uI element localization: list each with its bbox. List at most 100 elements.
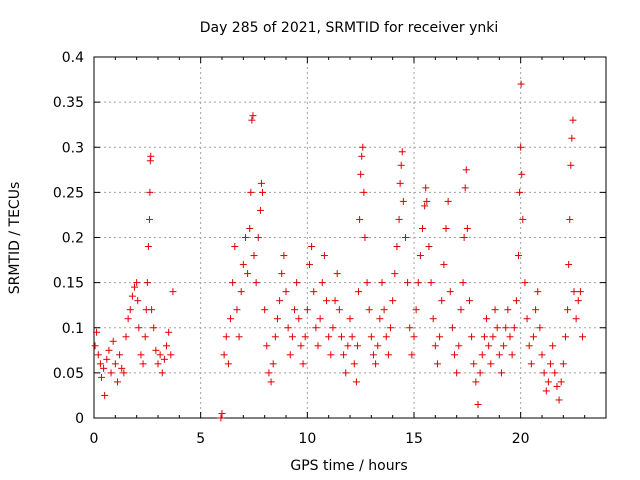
- data-point: [310, 288, 318, 296]
- y-tick-labels: 0 0.05 0.1 0.15 0.2 0.25 0.3 0.35 0.4: [53, 50, 84, 427]
- y-tick-label: 0.2: [62, 231, 84, 247]
- data-point: [500, 342, 508, 350]
- data-point: [241, 234, 249, 241]
- data-point: [134, 297, 142, 305]
- data-point: [314, 342, 322, 350]
- data-point: [516, 188, 524, 196]
- data-point: [536, 324, 544, 332]
- data-point: [299, 360, 307, 368]
- y-tick-label: 0.05: [53, 366, 84, 382]
- data-point: [250, 252, 258, 260]
- data-point: [128, 292, 136, 300]
- data-point: [327, 351, 335, 359]
- data-point: [444, 197, 452, 205]
- data-point: [254, 234, 262, 241]
- data-point: [160, 355, 168, 363]
- data-point: [401, 234, 409, 241]
- data-point: [113, 378, 121, 386]
- data-point: [565, 261, 573, 269]
- data-point: [342, 369, 350, 377]
- data-point: [398, 148, 406, 156]
- data-point: [517, 80, 525, 88]
- data-point: [312, 324, 320, 332]
- data-point: [459, 279, 467, 287]
- y-tick-label: 0.25: [53, 185, 84, 201]
- data-point: [384, 351, 392, 359]
- data-point: [261, 306, 269, 314]
- data-point: [100, 364, 108, 372]
- data-point: [549, 342, 557, 350]
- data-point: [517, 143, 525, 151]
- data-point: [133, 279, 141, 287]
- data-point: [491, 306, 499, 314]
- data-point: [564, 306, 572, 314]
- data-point: [340, 351, 348, 359]
- data-point: [527, 360, 535, 368]
- data-point: [248, 116, 256, 124]
- data-point: [399, 197, 407, 205]
- data-point: [231, 243, 239, 251]
- data-point: [414, 279, 422, 287]
- data-point: [301, 333, 309, 341]
- data-point: [538, 351, 546, 359]
- data-point: [124, 315, 132, 323]
- data-point: [512, 297, 520, 305]
- data-point: [365, 306, 373, 314]
- data-point: [141, 333, 149, 341]
- data-point: [144, 243, 152, 251]
- y-tick-label: 0.4: [62, 50, 84, 66]
- data-point: [572, 315, 580, 323]
- data-point: [167, 351, 175, 359]
- x-tick-label: 15: [405, 431, 423, 447]
- data-point: [408, 351, 416, 359]
- data-point: [352, 378, 360, 386]
- chart-title: Day 285 of 2021, SRMTID for receiver ynk…: [200, 20, 499, 36]
- y-axis-label: SRMTID / TECUs: [7, 182, 23, 295]
- data-point: [331, 297, 339, 305]
- data-point: [101, 391, 109, 399]
- data-point: [416, 252, 424, 260]
- data-point: [355, 288, 363, 296]
- data-point: [118, 364, 126, 372]
- data-point: [544, 378, 552, 386]
- data-point: [532, 306, 540, 314]
- data-point: [320, 252, 328, 260]
- data-point: [263, 342, 271, 350]
- data-point: [288, 333, 296, 341]
- data-points: [91, 80, 587, 422]
- data-point: [353, 342, 361, 350]
- data-point: [94, 351, 102, 359]
- data-point: [568, 134, 576, 142]
- data-point: [147, 152, 155, 160]
- data-point: [497, 369, 505, 377]
- data-point: [333, 270, 341, 278]
- data-point: [455, 342, 463, 350]
- data-point: [427, 279, 435, 287]
- data-point: [246, 224, 254, 232]
- data-point: [489, 333, 497, 341]
- data-point: [515, 252, 523, 260]
- data-point: [252, 279, 260, 287]
- data-point: [97, 373, 105, 381]
- data-point: [158, 369, 166, 377]
- data-point: [229, 279, 237, 287]
- data-point: [566, 215, 574, 223]
- data-point: [105, 346, 113, 354]
- data-point: [165, 328, 173, 336]
- data-point: [295, 315, 303, 323]
- data-point: [478, 351, 486, 359]
- y-tick-label: 0.35: [53, 95, 84, 111]
- data-point: [150, 324, 158, 332]
- data-point: [463, 224, 471, 232]
- data-point: [356, 215, 364, 223]
- data-point: [485, 342, 493, 350]
- data-point: [323, 297, 331, 305]
- data-point: [438, 297, 446, 305]
- data-point: [451, 351, 459, 359]
- data-point: [559, 360, 567, 368]
- data-point: [316, 315, 324, 323]
- data-point: [487, 360, 495, 368]
- data-point: [422, 184, 430, 192]
- data-point: [154, 360, 162, 368]
- data-point: [391, 270, 399, 278]
